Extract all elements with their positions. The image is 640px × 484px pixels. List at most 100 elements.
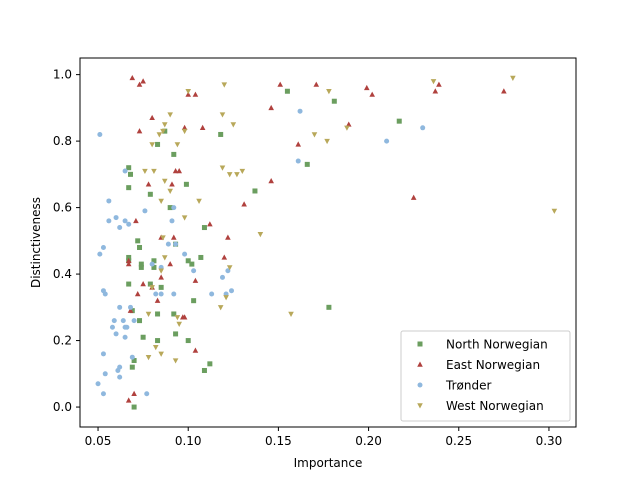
- data-point: [102, 371, 108, 377]
- data-point: [147, 191, 153, 197]
- data-point: [131, 404, 137, 410]
- data-point: [111, 318, 117, 324]
- data-point: [185, 258, 191, 264]
- data-point: [115, 367, 121, 373]
- data-point: [140, 281, 146, 287]
- data-point: [173, 331, 179, 337]
- data-point: [277, 81, 284, 87]
- data-point: [176, 321, 182, 327]
- data-point: [192, 91, 199, 97]
- x-tick-label: 0.05: [85, 434, 112, 448]
- data-point: [239, 168, 246, 175]
- data-point: [172, 168, 179, 174]
- data-point: [191, 298, 197, 304]
- data-point: [126, 254, 132, 260]
- data-point: [198, 254, 204, 260]
- legend-item: West Norwegian: [417, 399, 544, 413]
- data-point: [145, 181, 152, 187]
- data-point: [126, 165, 132, 171]
- data-point: [125, 397, 132, 403]
- data-point: [137, 318, 143, 324]
- data-point: [165, 241, 171, 247]
- data-point: [257, 231, 264, 238]
- data-point: [100, 351, 106, 357]
- data-point: [155, 311, 161, 317]
- legend-item: East Norwegian: [417, 358, 540, 372]
- data-point: [131, 358, 137, 364]
- data-point: [122, 218, 128, 224]
- y-tick-label: 0.4: [53, 267, 72, 281]
- x-tick-label: 0.20: [355, 434, 382, 448]
- data-point: [131, 318, 137, 324]
- data-point: [219, 112, 226, 118]
- data-point: [284, 88, 290, 94]
- data-point: [295, 141, 302, 147]
- data-point: [136, 81, 143, 87]
- legend-marker: [417, 403, 423, 409]
- data-point: [167, 261, 173, 267]
- data-point: [241, 201, 247, 207]
- data-point: [102, 291, 108, 297]
- plot-area-frame: [79, 57, 577, 428]
- data-point: [384, 138, 390, 144]
- data-point: [125, 257, 132, 263]
- data-point: [396, 118, 402, 124]
- data-point: [181, 128, 188, 135]
- data-point: [225, 268, 231, 274]
- data-point: [201, 367, 207, 373]
- data-point: [196, 198, 202, 204]
- data-point: [221, 254, 228, 260]
- data-point: [145, 354, 152, 361]
- data-point: [122, 168, 128, 174]
- data-point: [192, 277, 199, 283]
- data-point: [297, 108, 303, 114]
- data-point: [430, 79, 437, 85]
- data-point: [170, 234, 177, 240]
- data-point: [172, 358, 179, 364]
- y-tick-label: 0.8: [53, 134, 72, 148]
- data-point: [125, 261, 132, 267]
- data-point: [324, 138, 330, 145]
- data-points: [95, 74, 558, 410]
- data-point: [129, 364, 135, 370]
- data-point: [97, 131, 103, 137]
- data-point: [268, 104, 274, 111]
- series-0: [126, 88, 402, 410]
- data-point: [191, 268, 197, 274]
- data-point: [181, 314, 188, 320]
- x-tick-label: 0.25: [445, 434, 472, 448]
- data-point: [126, 221, 132, 227]
- data-point: [363, 84, 370, 91]
- legend-label: North Norwegian: [446, 338, 548, 352]
- series-3: [142, 75, 558, 364]
- data-point: [501, 88, 507, 94]
- data-point: [151, 264, 157, 270]
- data-point: [295, 158, 301, 164]
- data-point: [127, 307, 134, 313]
- data-point: [171, 311, 177, 317]
- legend-marker: [417, 382, 423, 388]
- data-point: [149, 142, 155, 148]
- data-point: [169, 218, 175, 224]
- data-point: [331, 98, 337, 104]
- data-point: [326, 304, 332, 310]
- data-point: [171, 205, 177, 211]
- legend-marker: [417, 341, 423, 347]
- data-point: [268, 178, 274, 184]
- data-point: [129, 354, 135, 360]
- data-point: [420, 125, 426, 131]
- data-point: [160, 128, 166, 135]
- data-point: [113, 215, 119, 221]
- data-point: [225, 234, 231, 240]
- data-point: [140, 334, 146, 340]
- data-point: [147, 281, 153, 287]
- data-point: [152, 345, 159, 351]
- data-point: [218, 131, 224, 137]
- data-point: [153, 291, 159, 297]
- data-point: [161, 122, 168, 128]
- data-point: [95, 381, 101, 387]
- data-point: [151, 168, 157, 175]
- data-point: [100, 244, 106, 250]
